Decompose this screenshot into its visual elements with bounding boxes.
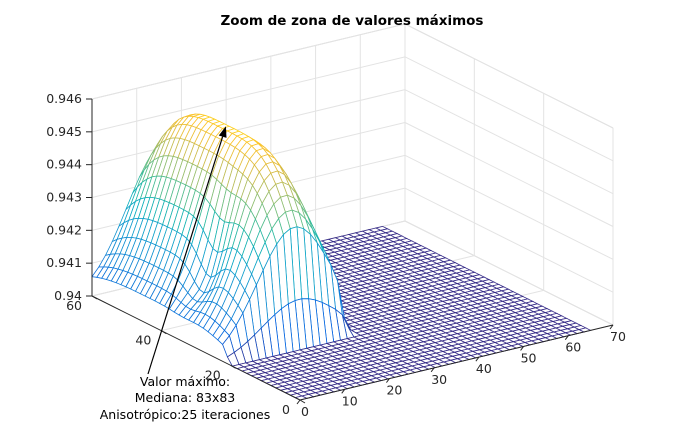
chart-title: Zoom de zona de valores máximos bbox=[221, 13, 484, 29]
z-tick-label: 0.946 bbox=[46, 91, 82, 106]
x-tick-label: 40 bbox=[476, 361, 492, 376]
y-tick bbox=[91, 295, 98, 300]
x-tick-label: 70 bbox=[610, 329, 626, 344]
tick-labels: 01020304050607002040600.940.9410.9420.94… bbox=[46, 91, 626, 419]
x-tick-label: 0 bbox=[301, 404, 309, 419]
grid-line bbox=[404, 56, 614, 162]
z-tick-label: 0.945 bbox=[46, 124, 82, 139]
y-tick-label: 60 bbox=[66, 298, 82, 313]
z-tick-label: 0.941 bbox=[46, 255, 82, 270]
axes-box-front bbox=[86, 98, 614, 405]
y-tick-label: 20 bbox=[205, 367, 221, 382]
x-tick bbox=[341, 388, 346, 394]
x-tick bbox=[564, 335, 569, 341]
x-axis-line bbox=[299, 324, 614, 401]
x-tick bbox=[296, 399, 301, 405]
x-tick-label: 60 bbox=[565, 340, 581, 355]
y-tick-label: 0 bbox=[282, 402, 290, 417]
x-tick bbox=[386, 378, 390, 383]
y-tick bbox=[230, 364, 236, 369]
annotation: Valor máximo: Mediana: 83x83 Anisotrópic… bbox=[100, 126, 271, 422]
annotation-line-1: Valor máximo: bbox=[140, 374, 230, 389]
grid-line bbox=[91, 56, 406, 133]
z-tick-label: 0.943 bbox=[46, 190, 82, 205]
grid-line bbox=[404, 23, 614, 129]
annotation-line-2: Mediana: 83x83 bbox=[135, 390, 236, 405]
y-tick bbox=[161, 330, 167, 335]
y-tick bbox=[299, 399, 306, 404]
z-tick-label: 0.942 bbox=[46, 222, 82, 237]
x-tick bbox=[609, 324, 614, 330]
x-tick bbox=[520, 346, 524, 351]
grid-line bbox=[404, 220, 614, 326]
y-tick-label: 40 bbox=[135, 333, 151, 348]
x-tick-label: 10 bbox=[342, 393, 358, 408]
z-tick-label: 0.94 bbox=[54, 288, 82, 303]
grid-line bbox=[91, 89, 406, 166]
surface-mesh bbox=[91, 113, 592, 401]
grid-line bbox=[404, 89, 614, 195]
grid-line bbox=[404, 122, 614, 227]
x-tick-label: 50 bbox=[521, 350, 537, 365]
annotation-arrow bbox=[147, 136, 224, 375]
grid-line bbox=[91, 23, 406, 100]
x-tick-label: 20 bbox=[386, 383, 402, 398]
x-tick-label: 30 bbox=[431, 372, 447, 387]
x-tick bbox=[430, 367, 435, 373]
annotation-arrow-head bbox=[218, 126, 227, 138]
y-axis-line bbox=[91, 295, 301, 401]
grid-line bbox=[404, 154, 614, 260]
z-tick-label: 0.944 bbox=[46, 157, 82, 172]
x-tick bbox=[475, 356, 480, 362]
grid-line bbox=[404, 187, 614, 293]
annotation-line-3: Anisotrópico:25 iteraciones bbox=[100, 407, 271, 422]
